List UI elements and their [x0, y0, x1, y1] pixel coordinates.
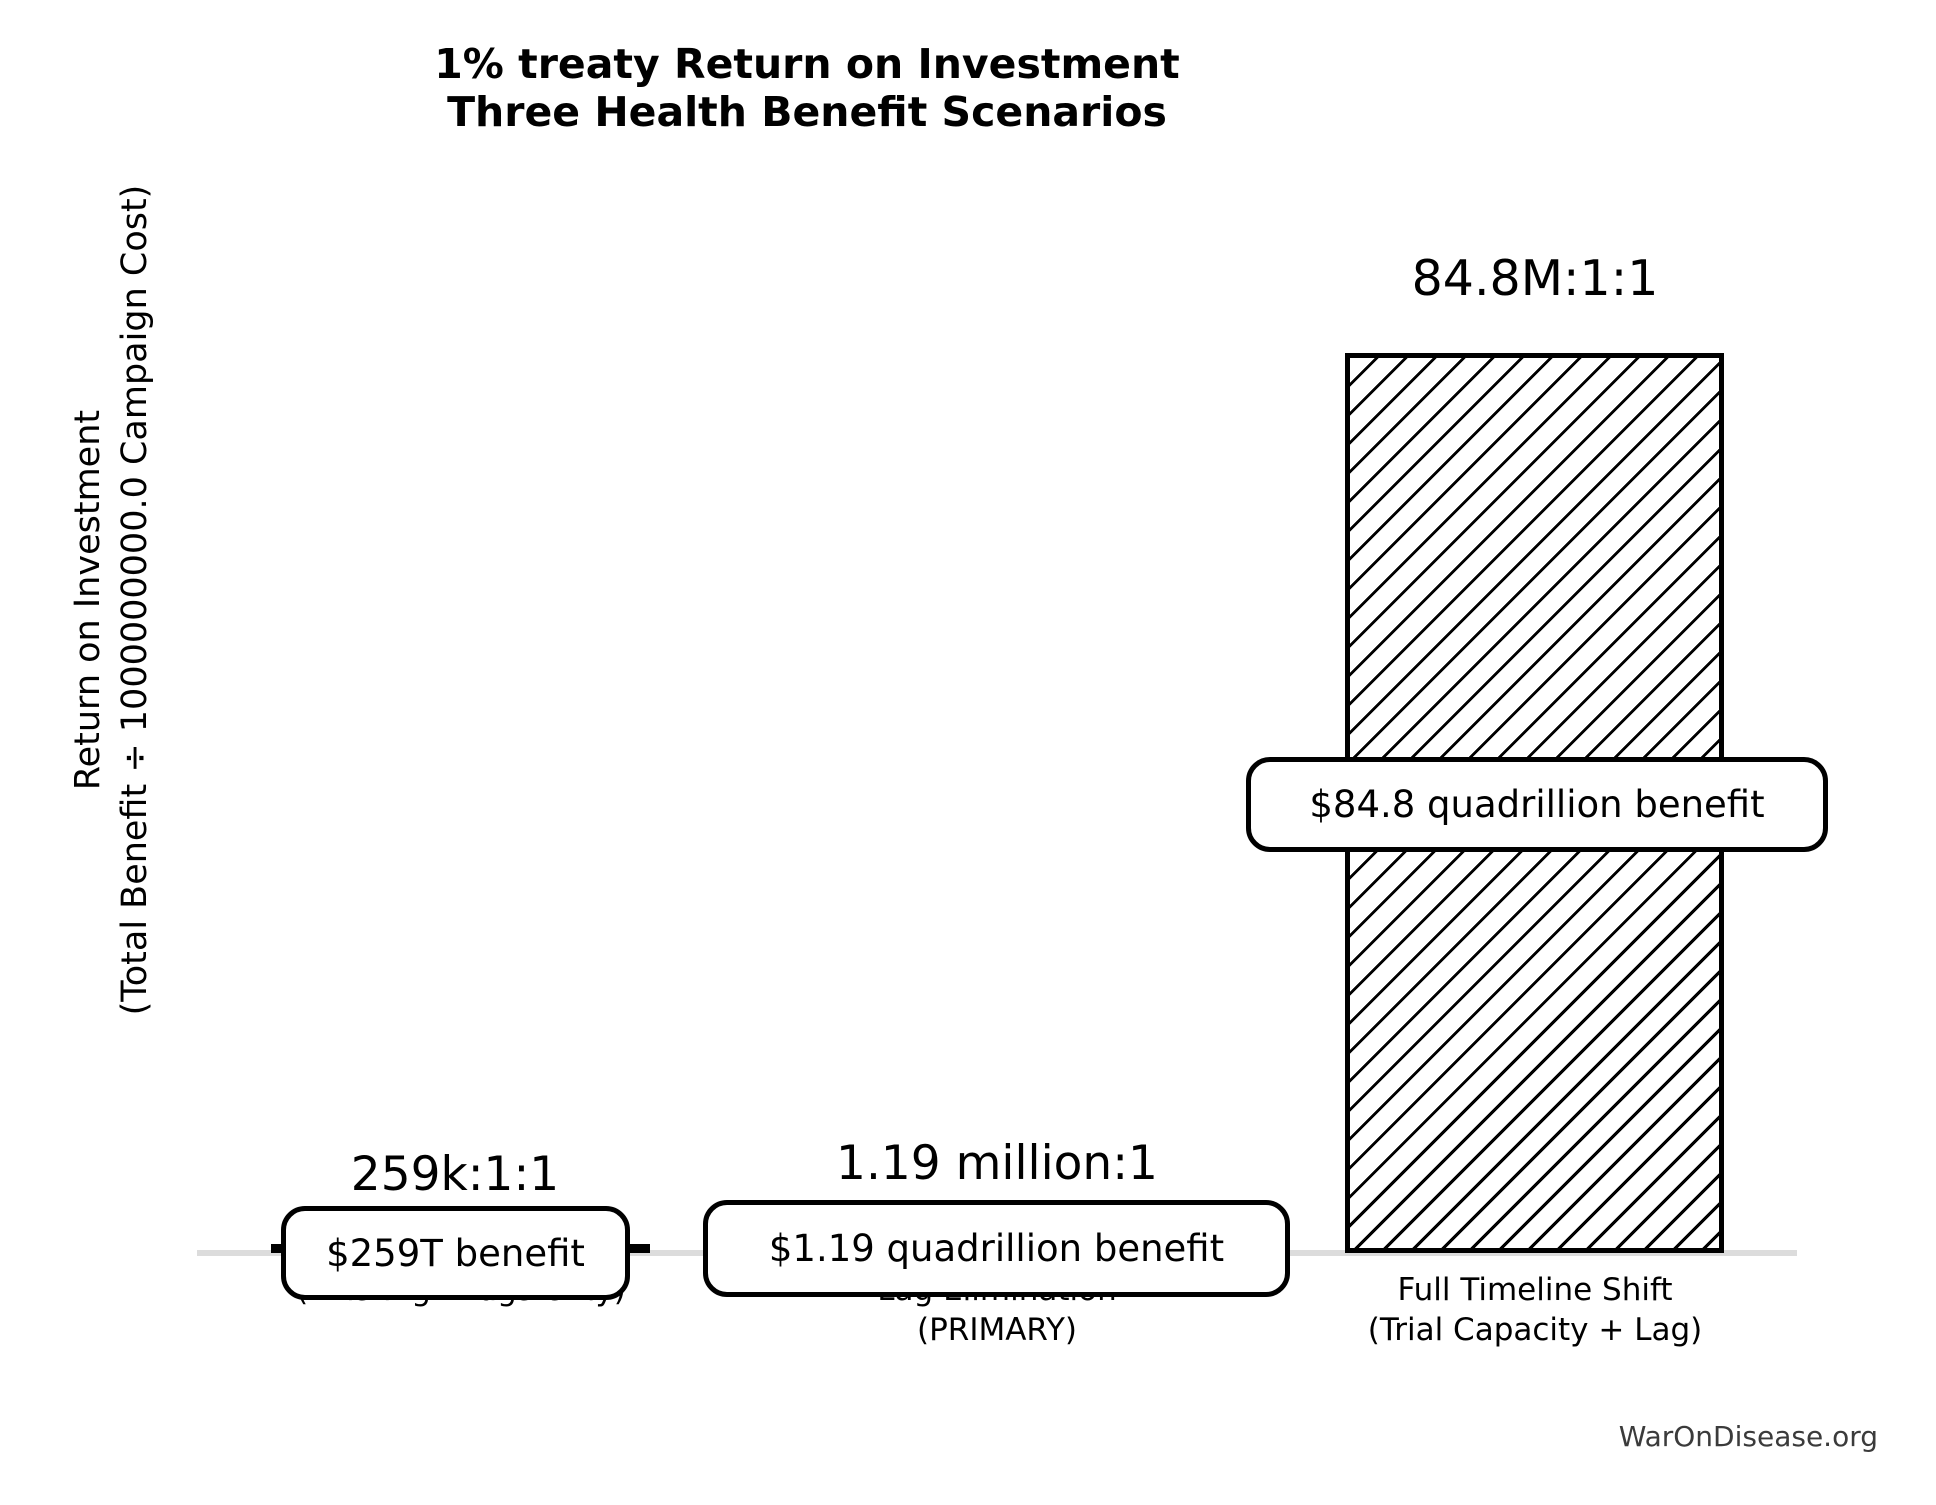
benefit-callout-existing-drugs-text: $259T benefit: [326, 1231, 585, 1275]
source-credit: WarOnDisease.org: [1618, 1420, 1878, 1453]
tick-label-full-timeline-shift: Full Timeline Shift (Trial Capacity + La…: [1368, 1270, 1703, 1350]
tick-label-lag-elimination-line2: (PRIMARY): [916, 1312, 1078, 1348]
roi-annotation-full-timeline-shift: 84.8M:1:1: [1411, 250, 1659, 307]
y-axis-label-line2: (Total Benefit ÷ 1000000000.0 Campaign C…: [115, 184, 155, 1016]
benefit-callout-full-timeline-shift-text: $84.8 quadrillion benefit: [1309, 783, 1765, 826]
y-axis-label-line1: Return on Investment: [68, 409, 108, 791]
benefit-callout-lag-elimination-text: $1.19 quadrillion benefit: [768, 1227, 1225, 1270]
tick-label-full-timeline-shift-line2: (Trial Capacity + Lag): [1367, 1312, 1703, 1348]
roi-annotation-lag-elimination: 1.19 million:1: [836, 1136, 1158, 1191]
chart-title-line1: 1% treaty Return on Investment: [434, 40, 1180, 88]
chart-title-line2: Three Health Benefit Scenarios: [447, 88, 1167, 136]
tick-label-full-timeline-shift-line1: Full Timeline Shift: [1397, 1272, 1673, 1308]
y-axis-label: Return on Investment (Total Benefit ÷ 10…: [65, 185, 159, 1016]
roi-annotation-existing-drugs: 259k:1:1: [350, 1147, 560, 1202]
benefit-callout-full-timeline-shift: $84.8 quadrillion benefit: [1246, 757, 1828, 852]
benefit-callout-lag-elimination: $1.19 quadrillion benefit: [703, 1200, 1290, 1297]
benefit-callout-existing-drugs: $259T benefit: [281, 1206, 630, 1300]
chart-title: 1% treaty Return on Investment Three Hea…: [434, 40, 1180, 136]
